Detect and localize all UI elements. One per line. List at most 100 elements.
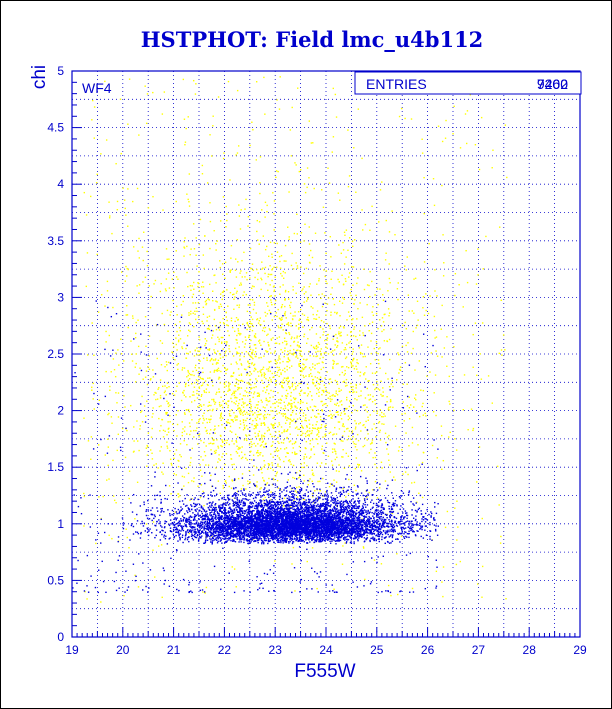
data-point — [273, 289, 276, 291]
data-point — [195, 379, 198, 381]
data-point — [186, 193, 188, 195]
data-point — [342, 504, 344, 507]
data-point — [83, 191, 86, 194]
data-point — [247, 511, 249, 513]
data-point — [289, 386, 291, 389]
data-point — [159, 340, 162, 342]
data-point — [339, 335, 341, 337]
data-point — [326, 333, 329, 336]
data-point — [206, 518, 208, 521]
data-point — [414, 369, 416, 371]
data-point — [323, 391, 325, 393]
data-point — [317, 389, 320, 391]
data-point — [270, 381, 272, 383]
data-point — [231, 400, 233, 403]
data-point — [210, 418, 212, 421]
data-point — [336, 402, 339, 405]
data-point — [141, 395, 143, 398]
data-point — [165, 278, 168, 280]
data-point — [334, 311, 336, 314]
data-point — [197, 485, 199, 487]
data-point — [236, 239, 239, 241]
data-point — [500, 349, 503, 351]
data-point — [196, 354, 198, 356]
data-point — [305, 435, 307, 438]
data-point — [211, 541, 213, 543]
data-point — [280, 326, 283, 329]
data-point — [358, 464, 360, 466]
data-point — [318, 378, 320, 380]
data-point — [178, 589, 180, 592]
data-point — [202, 313, 205, 315]
data-point — [186, 510, 188, 512]
data-point — [282, 379, 284, 381]
data-point — [330, 278, 332, 280]
data-point — [128, 547, 130, 549]
data-point — [337, 421, 340, 423]
data-point — [236, 379, 238, 381]
data-point — [283, 401, 285, 404]
data-point — [120, 353, 123, 355]
data-point — [240, 409, 242, 411]
data-point — [255, 336, 257, 339]
data-point — [278, 375, 280, 378]
data-point — [359, 520, 362, 522]
data-point — [404, 117, 406, 120]
data-point — [367, 394, 370, 396]
data-point — [303, 456, 305, 458]
data-point — [237, 368, 240, 370]
data-point — [183, 342, 185, 344]
data-point — [169, 415, 171, 417]
data-point — [308, 419, 310, 421]
data-point — [266, 389, 268, 391]
data-point — [198, 367, 200, 369]
data-point — [176, 305, 178, 308]
data-point — [238, 427, 241, 429]
data-point — [133, 426, 135, 428]
data-point — [316, 310, 319, 312]
data-point — [319, 336, 321, 339]
data-point — [240, 363, 242, 365]
data-point — [225, 372, 227, 375]
data-point — [351, 322, 353, 325]
data-point — [320, 462, 323, 464]
data-point — [306, 560, 308, 563]
data-point — [281, 323, 283, 325]
data-point — [162, 462, 164, 464]
data-point — [260, 424, 262, 426]
data-point — [388, 409, 390, 411]
data-point — [214, 503, 217, 505]
data-point — [271, 511, 273, 513]
data-point — [246, 322, 248, 324]
data-point — [271, 303, 273, 306]
data-point — [208, 348, 211, 350]
data-point — [467, 428, 469, 431]
data-point — [157, 388, 159, 390]
data-point — [294, 427, 297, 429]
data-point — [280, 541, 282, 544]
data-point — [263, 340, 265, 343]
data-point — [166, 258, 168, 260]
data-point — [355, 523, 357, 525]
data-point — [371, 428, 373, 430]
data-point — [234, 417, 236, 419]
data-point — [335, 481, 338, 483]
data-point — [416, 511, 418, 513]
data-point — [202, 490, 204, 493]
data-point — [392, 385, 394, 388]
data-point — [222, 291, 224, 293]
data-point — [368, 330, 370, 332]
data-point — [278, 430, 280, 433]
data-point — [266, 413, 269, 416]
data-point — [222, 196, 225, 198]
data-point — [253, 500, 256, 502]
data-point — [189, 373, 192, 376]
data-point — [112, 358, 115, 360]
data-point — [106, 438, 109, 440]
data-point — [420, 389, 422, 391]
data-point — [230, 257, 232, 259]
data-point — [309, 537, 311, 540]
data-point — [261, 438, 263, 440]
data-point — [389, 439, 392, 441]
data-point — [386, 396, 388, 398]
